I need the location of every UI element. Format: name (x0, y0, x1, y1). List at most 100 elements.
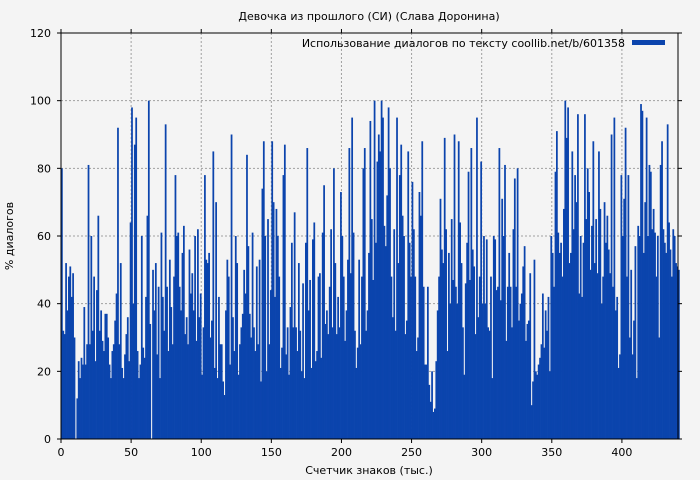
bar (634, 246, 637, 439)
bar (516, 168, 519, 440)
bar (327, 334, 330, 439)
bar (223, 395, 226, 439)
bar (83, 307, 86, 439)
bar (344, 340, 347, 439)
bar (481, 303, 484, 439)
bar (575, 202, 578, 439)
bar (178, 286, 181, 439)
bar (286, 327, 289, 439)
bar (255, 266, 258, 439)
bar (253, 327, 255, 439)
bar (518, 320, 520, 439)
bar (157, 286, 160, 439)
bar (234, 236, 237, 439)
bar (408, 242, 411, 439)
bar (548, 371, 551, 439)
bar (663, 242, 666, 439)
bar (307, 310, 310, 439)
bar (243, 269, 246, 439)
bar (152, 269, 154, 439)
bar (584, 114, 586, 439)
bar (204, 175, 206, 439)
x-tick-label: 250 (401, 446, 422, 459)
bar (246, 154, 248, 440)
bar (612, 286, 614, 439)
bar (80, 357, 83, 439)
bar (97, 215, 100, 439)
bar (220, 344, 223, 439)
bar (135, 117, 138, 439)
bar (293, 212, 296, 439)
bar (79, 378, 81, 439)
bar (333, 168, 335, 440)
bar (370, 219, 373, 439)
bar (278, 276, 281, 439)
bar (219, 344, 222, 439)
bar (523, 246, 526, 439)
bar (319, 273, 321, 439)
bar (118, 344, 121, 439)
bar (300, 371, 303, 439)
bar (428, 384, 431, 439)
bar (620, 175, 623, 439)
bar (647, 236, 649, 439)
bar (230, 134, 233, 439)
bar (368, 252, 370, 439)
bar (497, 286, 499, 439)
bar (359, 344, 362, 439)
bar (633, 320, 635, 439)
bar (396, 117, 398, 439)
bar (240, 327, 243, 439)
y-tick-label: 100 (30, 95, 51, 108)
bar (598, 151, 600, 439)
bar (101, 340, 104, 439)
bar (358, 259, 361, 439)
bar (483, 236, 485, 439)
bar (136, 351, 139, 439)
bar (72, 273, 74, 439)
bar (147, 100, 150, 440)
bar (519, 303, 522, 439)
bar (244, 293, 247, 439)
bar (129, 222, 132, 439)
bar (197, 229, 199, 439)
bar (304, 242, 307, 439)
bar (145, 296, 147, 439)
bar (275, 208, 278, 439)
bar (126, 317, 129, 439)
bar (247, 246, 250, 439)
bar (340, 192, 342, 439)
bar (386, 195, 389, 439)
bar (283, 144, 286, 439)
bar (323, 185, 325, 439)
bar (394, 330, 397, 439)
bar (289, 307, 292, 439)
bar (349, 273, 352, 439)
bar (166, 286, 168, 439)
bar (659, 164, 662, 439)
bar (623, 198, 626, 439)
bar (334, 263, 337, 439)
bar (670, 276, 673, 439)
bar (93, 276, 96, 439)
bar (404, 334, 407, 439)
bar (645, 117, 648, 439)
bar (356, 347, 359, 439)
bar (419, 215, 422, 439)
bar (276, 236, 279, 439)
bar (98, 330, 101, 439)
bar (321, 232, 324, 439)
x-tick-label: 150 (261, 446, 282, 459)
bar (103, 351, 105, 439)
bar (115, 293, 118, 439)
bar (431, 371, 433, 439)
bar (310, 367, 313, 439)
bar (669, 249, 672, 439)
bar (380, 100, 383, 440)
bar (361, 276, 363, 439)
bar (170, 307, 173, 439)
bar (414, 276, 417, 439)
bar (237, 374, 240, 439)
bar (445, 229, 447, 439)
bar (269, 290, 272, 439)
